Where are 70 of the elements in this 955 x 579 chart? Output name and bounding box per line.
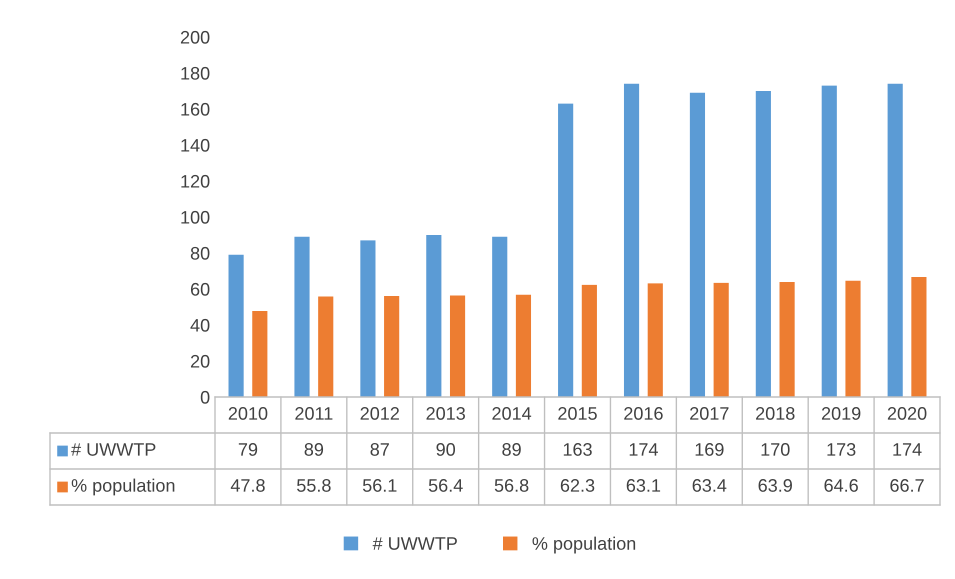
legend-label: % population: [72, 478, 174, 496]
text: % population: [532, 536, 636, 554]
x-tick-label: 2019: [822, 407, 860, 420]
bar: [516, 294, 532, 397]
data-label: 170: [762, 443, 790, 456]
text: # UWWTP: [372, 537, 457, 550]
bar: [492, 236, 508, 397]
data-label: 56.8: [494, 479, 528, 492]
data-label: 174: [630, 443, 658, 456]
data-label: 63.1: [626, 479, 660, 492]
data-label: 169: [696, 443, 724, 456]
legend-label: # UWWTP: [71, 443, 156, 456]
x-tick-label: 2018: [756, 407, 795, 420]
bar: [426, 235, 442, 397]
data-label: 47.8: [230, 479, 265, 492]
bar: [558, 104, 574, 397]
bar: [822, 86, 837, 397]
bar: [228, 254, 244, 397]
data-label: 64.6: [824, 479, 858, 492]
x-tick-label: 2012: [360, 407, 399, 420]
x-tick-label: 2016: [624, 407, 663, 420]
y-tick-label: 200: [180, 30, 210, 44]
x-tick-label: 2015: [558, 407, 597, 420]
bar: [888, 84, 903, 397]
data-label: 56.4: [428, 479, 463, 492]
data-label: 174: [893, 443, 922, 456]
y-tick-label: 160: [181, 102, 210, 116]
data-label: 89: [304, 443, 324, 456]
y-tick-label: 0: [200, 390, 210, 404]
bar: [845, 280, 861, 397]
data-label: 87: [370, 443, 389, 456]
y-tick-label: 60: [190, 282, 210, 296]
x-tick-label: 2010: [228, 407, 268, 420]
bar: [318, 296, 334, 397]
data-label: 89: [502, 443, 521, 456]
x-tick-label: 2013: [426, 407, 465, 420]
data-label: 79: [238, 443, 258, 456]
data-label: 55.8: [297, 479, 331, 492]
y-tick-label: 100: [181, 210, 210, 224]
bar: [714, 282, 729, 397]
x-tick-label: 2014: [492, 407, 532, 420]
bar: [690, 92, 706, 397]
y-tick-label: 20: [190, 354, 210, 368]
x-tick-label: 2017: [690, 407, 728, 420]
data-label: 63.4: [692, 479, 726, 492]
x-tick-label: 2011: [295, 407, 332, 420]
bar: [582, 284, 597, 397]
data-label: 63.9: [758, 479, 792, 492]
bar: [384, 296, 400, 397]
y-tick-label: 120: [181, 174, 210, 188]
x-tick-label: 2020: [888, 407, 926, 420]
bar: [450, 295, 466, 397]
y-tick-label: 180: [181, 66, 210, 80]
bar: [252, 310, 268, 397]
data-label: 173: [827, 443, 856, 456]
data-label: 56.1: [362, 479, 396, 492]
y-tick-label: 40: [190, 318, 210, 332]
y-tick-label: 80: [190, 246, 210, 260]
bar: [294, 236, 310, 397]
data-label: 66.7: [890, 479, 924, 492]
bar: [624, 84, 640, 397]
y-tick-label: 140: [181, 138, 210, 152]
bar: [360, 240, 376, 397]
bar: [756, 91, 771, 397]
bar: [648, 283, 663, 397]
data-label: 62.3: [560, 479, 594, 492]
data-label: 163: [564, 443, 592, 456]
data-label: 90: [436, 443, 456, 456]
bar: [780, 282, 795, 397]
bar: [911, 276, 926, 397]
